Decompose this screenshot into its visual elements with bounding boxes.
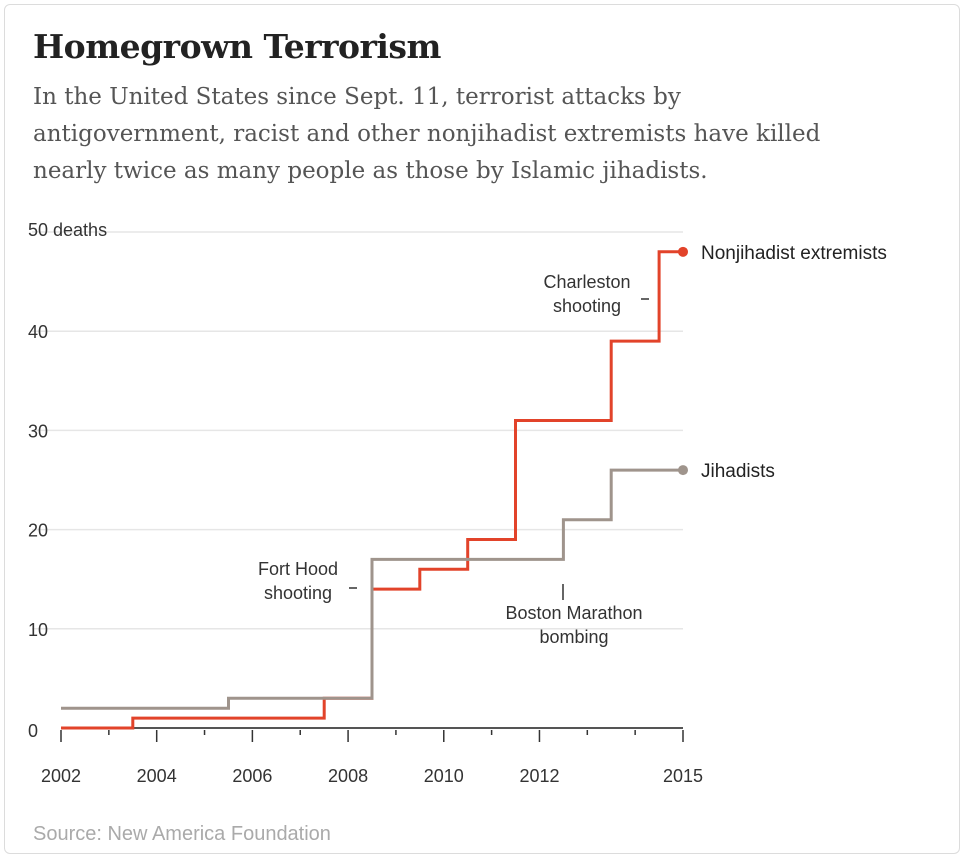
x-tick-label-2004: 2004	[137, 766, 177, 786]
x-tick-label-2006: 2006	[232, 766, 272, 786]
x-tick-label-2002: 2002	[41, 766, 81, 786]
series-label-nonjihadist: Nonjihadist extremists	[701, 243, 887, 264]
y-tick-label-20: 20	[28, 521, 48, 541]
chart-card: Homegrown Terrorism In the United States…	[4, 4, 960, 854]
x-tick-label-2008: 2008	[328, 766, 368, 786]
y-tick-label-50: 50 deaths	[28, 220, 107, 240]
series-line-jihadist	[61, 468, 683, 710]
annotation-boston-line-2: bombing	[539, 627, 608, 647]
series-line-nonjihadist	[61, 250, 683, 730]
series-label-jihadist: Jihadists	[701, 461, 775, 482]
subtitle-line-3: nearly twice as many people as those by …	[33, 158, 708, 184]
y-tick-label-0: 0	[28, 721, 38, 741]
subtitle-line-1: In the United States since Sept. 11, ter…	[33, 84, 681, 110]
y-tick-label-30: 30	[28, 421, 48, 441]
subtitle-line-2: antigovernment, racist and other nonjiha…	[33, 121, 821, 147]
annotation-boston-line-1: Boston Marathon	[505, 603, 642, 623]
series-endpoint-nonjihadist	[678, 246, 688, 257]
y-tick-label-40: 40	[28, 322, 48, 342]
x-tick-label-2010: 2010	[424, 766, 464, 786]
annotation-charleston-line-2: shooting	[553, 296, 621, 316]
x-tick-label-2012: 2012	[519, 766, 559, 786]
y-tick-label-10: 10	[28, 620, 48, 640]
annotation-charleston-line-1: Charleston	[543, 272, 630, 292]
annotation-fort-hood-line-2: shooting	[264, 583, 332, 603]
chart-title: Homegrown Terrorism	[33, 27, 441, 66]
series-endpoint-jihadist	[678, 465, 688, 476]
x-tick-label-2015: 2015	[663, 766, 703, 786]
annotation-fort-hood-line-1: Fort Hood	[258, 559, 338, 579]
chart-subtitle: In the United States since Sept. 11, ter…	[33, 79, 933, 190]
source-note: Source: New America Foundation	[33, 823, 331, 845]
